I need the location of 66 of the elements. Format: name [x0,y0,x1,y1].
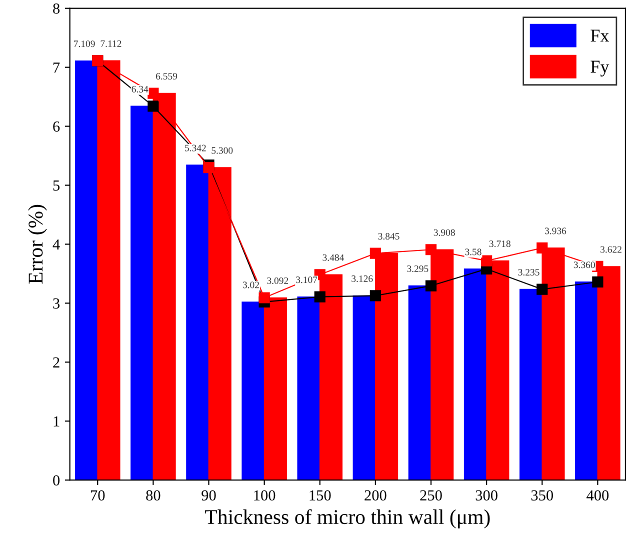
bar [297,296,320,480]
data-label: 3.58 [465,248,482,256]
data-label: 3.622 [600,246,622,253]
point [314,291,326,302]
point [370,290,381,302]
y-tick-label: 6 [53,121,60,132]
data-label: 3.126 [352,275,373,282]
x-tick-label: 100 [254,490,276,501]
data-label: 3.908 [434,229,455,236]
point [592,276,604,288]
y-tick-label: 0 [53,475,60,486]
x-tick-label: 250 [420,490,442,501]
point [481,255,492,266]
bar [186,164,210,480]
point [536,242,548,254]
data-label: 6.34 [132,86,148,92]
point [258,292,270,304]
bar [242,302,265,480]
y-axis-title: Error (%) [28,204,47,284]
bar [74,60,98,480]
bar [464,268,487,480]
point [203,162,214,174]
point [425,244,437,256]
data-label: 7.112 [100,40,122,47]
data-label: 3.936 [544,228,566,234]
x-tick-label: 300 [476,490,498,501]
legend-label: Fy [590,60,610,76]
x-tick-label: 150 [310,490,331,501]
x-tick-label: 70 [91,490,105,501]
y-tick-label: 4 [52,239,60,250]
data-label: 3.845 [378,233,400,240]
data-label: 3.092 [267,277,288,284]
bar [519,288,543,480]
data-label: 7.109 [74,40,95,48]
x-tick-label: 350 [531,490,554,501]
point [370,248,381,259]
bar [130,106,154,480]
x-tick-label: 80 [146,490,160,501]
data-label: 3.484 [322,254,344,261]
data-label: 5.342 [185,144,206,152]
y-tick-label: 3 [53,298,60,309]
x-tick-label: 200 [364,490,386,501]
data-label: 3.360 [574,262,595,268]
data-label: 3.02 [242,282,259,288]
y-tick-label: 5 [53,180,60,191]
point [536,284,548,295]
data-label: 3.235 [518,269,540,276]
legend-label: Fx [590,30,610,42]
point [148,100,159,112]
bar [408,285,432,480]
data-label: 3.107 [296,276,318,284]
data-label: 3.295 [407,265,428,272]
x-tick-label: 400 [586,490,609,501]
point [148,88,159,99]
x-axis-title: Thickness of micro thin wall (μm) [205,509,490,528]
data-label: 5.300 [212,147,233,154]
x-tick-label: 90 [202,490,216,501]
y-tick-label: 1 [54,416,60,426]
y-tick-label: 2 [53,357,60,368]
point [425,280,437,292]
bar [352,295,376,480]
data-label: 6.559 [156,72,178,80]
y-tick-label: 8 [53,3,60,14]
data-label: 3.718 [489,240,510,248]
y-tick-label: 7 [53,62,60,73]
bar [575,282,598,480]
